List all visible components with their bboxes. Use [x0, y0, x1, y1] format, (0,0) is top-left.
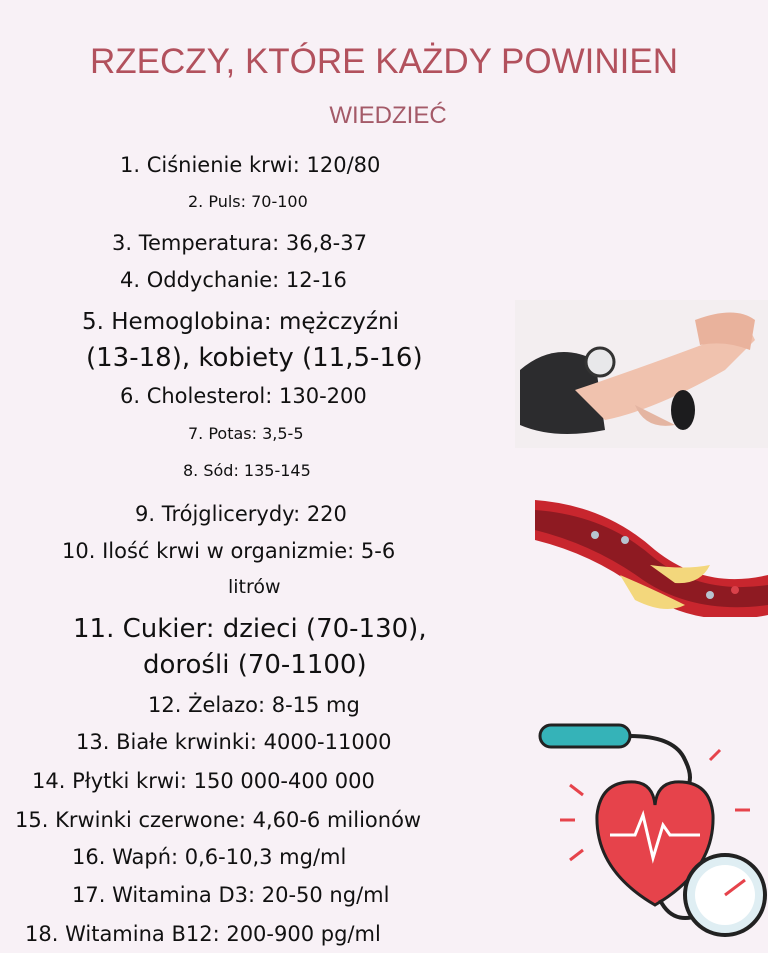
list-item: 11. Cukier: dzieci (70-130),: [73, 614, 427, 644]
page-subtitle: WIEDZIEĆ: [329, 102, 447, 129]
list-item: 3. Temperatura: 36,8-37: [112, 231, 367, 255]
blood-pressure-photo: [515, 300, 768, 448]
list-item: 15. Krwinki czerwone: 4,60-6 milionów: [15, 808, 422, 832]
list-item: 2. Puls: 70-100: [188, 192, 308, 211]
list-item: (13-18), kobiety (11,5-16): [86, 343, 423, 373]
list-item: 5. Hemoglobina: mężczyźni: [82, 309, 399, 335]
list-item: 13. Białe krwinki: 4000-11000: [76, 730, 392, 754]
page-title: RZECZY, KTÓRE KAŻDY POWINIEN: [90, 42, 678, 81]
list-item: 18. Witamina B12: 200-900 pg/ml: [25, 922, 381, 946]
list-item: 6. Cholesterol: 130-200: [120, 384, 367, 408]
list-item: 1. Ciśnienie krwi: 120/80: [120, 153, 381, 177]
list-item: 4. Oddychanie: 12-16: [120, 268, 347, 292]
list-item: 9. Trójglicerydy: 220: [135, 502, 347, 526]
list-item: 17. Witamina D3: 20-50 ng/ml: [72, 883, 390, 907]
list-item: 10. Ilość krwi w organizmie: 5-6: [62, 539, 396, 563]
list-item: 8. Sód: 135-145: [183, 461, 311, 480]
list-item: 16. Wapń: 0,6-10,3 mg/ml: [72, 845, 347, 869]
list-item: 12. Żelazo: 8-15 mg: [148, 693, 360, 717]
list-item: 14. Płytki krwi: 150 000-400 000: [32, 769, 375, 793]
list-item: litrów: [228, 576, 281, 598]
list-item: dorośli (70-1100): [143, 650, 367, 680]
artery-illustration: [535, 500, 768, 617]
heart-gauge-icon: [538, 723, 767, 937]
list-item: 7. Potas: 3,5-5: [188, 424, 304, 443]
